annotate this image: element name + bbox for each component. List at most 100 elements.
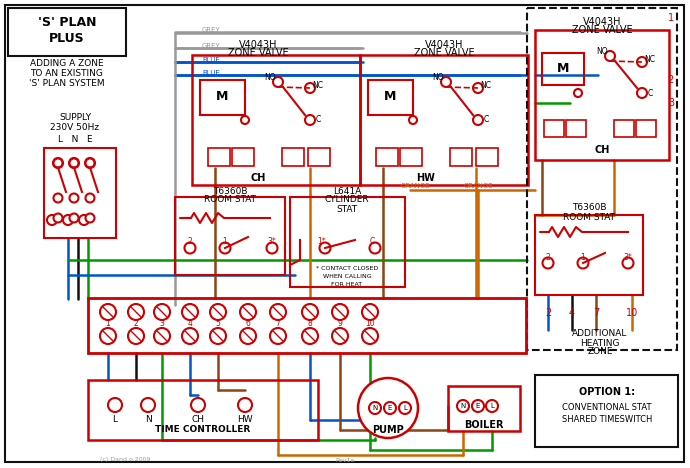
Circle shape bbox=[219, 242, 230, 254]
Text: 2: 2 bbox=[188, 237, 193, 247]
Text: NC: NC bbox=[644, 54, 656, 64]
Text: STAT: STAT bbox=[337, 205, 357, 214]
Text: C: C bbox=[647, 88, 653, 97]
Text: TIME CONTROLLER: TIME CONTROLLER bbox=[155, 425, 250, 434]
Circle shape bbox=[319, 242, 331, 254]
Text: ZONE VALVE: ZONE VALVE bbox=[228, 48, 288, 58]
Text: L: L bbox=[403, 405, 407, 411]
Circle shape bbox=[270, 304, 286, 320]
Circle shape bbox=[472, 400, 484, 412]
Text: V4043H: V4043H bbox=[425, 40, 463, 50]
Text: ADDING A ZONE: ADDING A ZONE bbox=[30, 58, 104, 67]
Circle shape bbox=[182, 304, 198, 320]
Text: CONVENTIONAL STAT: CONVENTIONAL STAT bbox=[562, 402, 652, 411]
Text: V4043H: V4043H bbox=[583, 17, 621, 27]
Text: PLUS: PLUS bbox=[49, 31, 85, 44]
Text: Rev1a: Rev1a bbox=[335, 458, 355, 462]
Circle shape bbox=[273, 77, 283, 87]
Text: BLUE: BLUE bbox=[202, 70, 219, 76]
Text: NO: NO bbox=[264, 73, 276, 82]
Circle shape bbox=[86, 193, 95, 203]
Circle shape bbox=[54, 193, 63, 203]
Text: L   N   E: L N E bbox=[58, 136, 92, 145]
Bar bbox=[308, 148, 330, 166]
Circle shape bbox=[210, 328, 226, 344]
Text: L: L bbox=[490, 403, 494, 409]
Text: E: E bbox=[476, 403, 480, 409]
Circle shape bbox=[108, 398, 122, 412]
Circle shape bbox=[240, 304, 256, 320]
Circle shape bbox=[358, 378, 418, 438]
Text: BOILER: BOILER bbox=[464, 420, 504, 430]
Text: 1: 1 bbox=[223, 237, 228, 247]
Circle shape bbox=[210, 304, 226, 320]
Circle shape bbox=[605, 51, 615, 61]
Text: 4: 4 bbox=[569, 308, 575, 318]
Circle shape bbox=[362, 328, 378, 344]
Circle shape bbox=[100, 328, 116, 344]
Text: CH: CH bbox=[250, 173, 266, 183]
Circle shape bbox=[542, 257, 553, 269]
Bar bbox=[448, 386, 520, 431]
Bar bbox=[88, 298, 526, 353]
Circle shape bbox=[79, 215, 89, 225]
Circle shape bbox=[270, 328, 286, 344]
Circle shape bbox=[473, 83, 483, 93]
Circle shape bbox=[302, 328, 318, 344]
Text: ROOM STAT: ROOM STAT bbox=[563, 212, 615, 221]
Text: CH: CH bbox=[594, 145, 610, 155]
Circle shape bbox=[182, 328, 198, 344]
Circle shape bbox=[184, 242, 195, 254]
Circle shape bbox=[238, 398, 252, 412]
Text: M: M bbox=[384, 90, 396, 103]
Circle shape bbox=[63, 215, 73, 225]
Circle shape bbox=[369, 402, 381, 414]
Text: E: E bbox=[388, 405, 392, 411]
Bar bbox=[527, 8, 677, 350]
Circle shape bbox=[86, 159, 95, 168]
Bar bbox=[360, 55, 528, 185]
Text: M: M bbox=[216, 90, 228, 103]
Circle shape bbox=[441, 77, 451, 87]
Circle shape bbox=[409, 116, 417, 124]
Text: NC: NC bbox=[480, 80, 491, 89]
Circle shape bbox=[154, 304, 170, 320]
Text: L: L bbox=[112, 416, 117, 424]
Circle shape bbox=[302, 304, 318, 320]
Text: 1: 1 bbox=[580, 253, 585, 262]
Circle shape bbox=[54, 213, 63, 222]
Circle shape bbox=[70, 193, 79, 203]
Circle shape bbox=[54, 159, 63, 168]
Bar bbox=[376, 148, 398, 166]
Text: 3*: 3* bbox=[268, 237, 277, 247]
Text: NC: NC bbox=[313, 80, 324, 89]
Circle shape bbox=[47, 215, 57, 225]
Text: 5: 5 bbox=[215, 319, 220, 328]
Bar bbox=[282, 148, 304, 166]
Text: T6360B: T6360B bbox=[572, 204, 607, 212]
Bar bbox=[636, 120, 656, 137]
Text: 3: 3 bbox=[159, 319, 164, 328]
Text: WHEN CALLING: WHEN CALLING bbox=[323, 273, 371, 278]
Text: FOR HEAT: FOR HEAT bbox=[331, 281, 362, 286]
Circle shape bbox=[53, 158, 63, 168]
Text: 2: 2 bbox=[545, 308, 551, 318]
Circle shape bbox=[305, 83, 315, 93]
Text: C: C bbox=[315, 116, 321, 124]
Text: 7: 7 bbox=[275, 319, 280, 328]
Bar bbox=[88, 380, 318, 440]
Text: ZONE VALVE: ZONE VALVE bbox=[414, 48, 474, 58]
Bar bbox=[535, 30, 669, 160]
Text: NO: NO bbox=[596, 47, 608, 57]
Text: SHARED TIMESWITCH: SHARED TIMESWITCH bbox=[562, 416, 652, 424]
Circle shape bbox=[141, 398, 155, 412]
Bar bbox=[208, 148, 230, 166]
Text: 3*: 3* bbox=[624, 253, 632, 262]
Text: 2: 2 bbox=[668, 75, 674, 85]
Circle shape bbox=[128, 328, 144, 344]
Text: BLUE: BLUE bbox=[202, 57, 219, 63]
Circle shape bbox=[574, 89, 582, 97]
Bar bbox=[614, 120, 634, 137]
Bar bbox=[200, 80, 245, 115]
Circle shape bbox=[240, 328, 256, 344]
